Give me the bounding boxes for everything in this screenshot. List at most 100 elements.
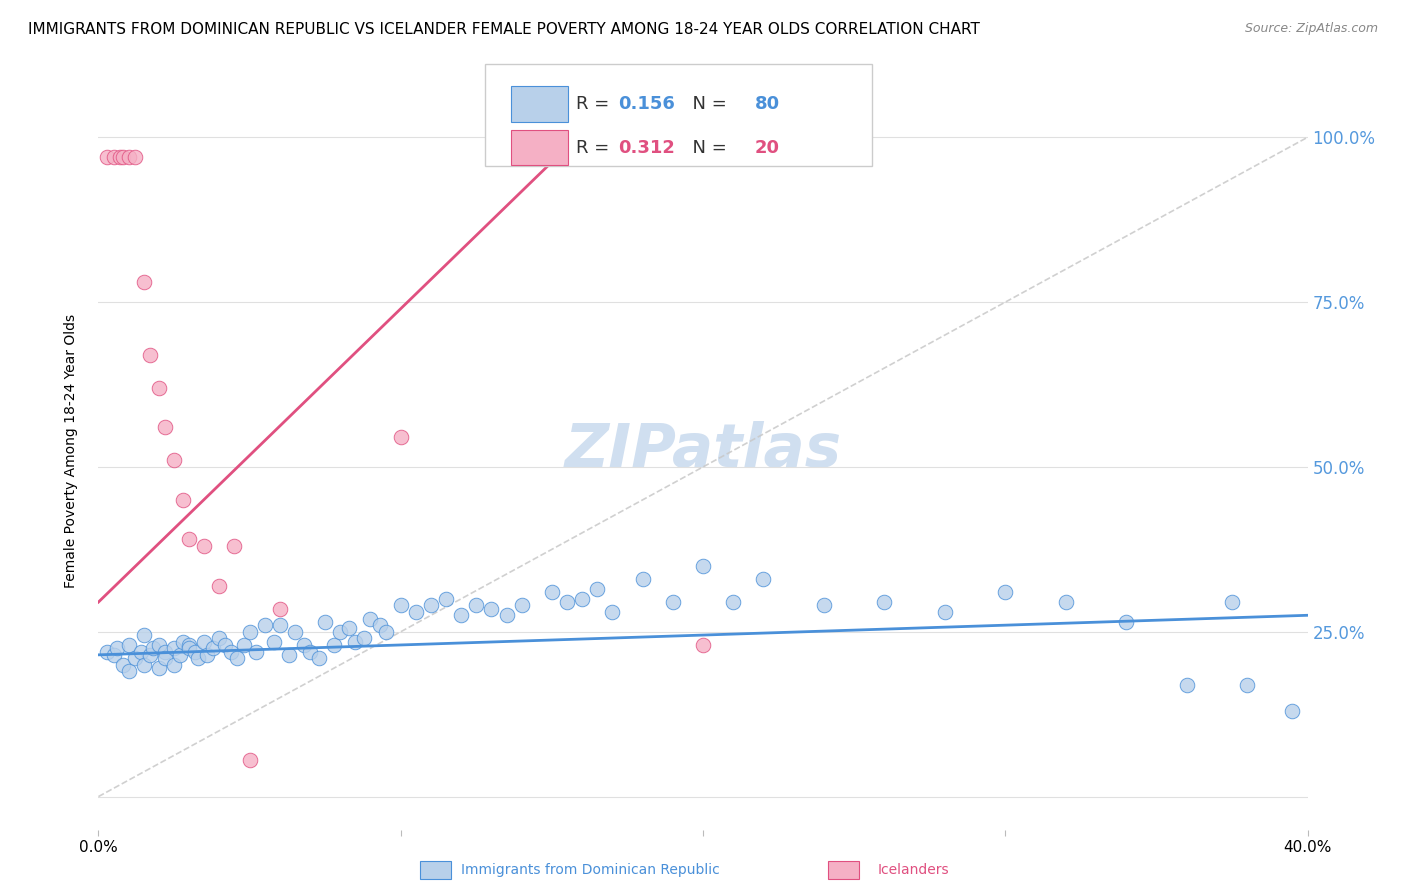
Point <box>873 595 896 609</box>
Point <box>571 591 593 606</box>
Point <box>1115 615 1137 629</box>
Point <box>269 618 291 632</box>
Point <box>353 632 375 646</box>
Point <box>96 150 118 164</box>
Point <box>179 638 201 652</box>
Text: Source: ZipAtlas.com: Source: ZipAtlas.com <box>1244 22 1378 36</box>
Point <box>132 628 155 642</box>
Point <box>374 624 396 639</box>
Point <box>1220 595 1243 609</box>
Point <box>108 150 131 164</box>
Point <box>148 661 170 675</box>
Point <box>105 641 128 656</box>
Point <box>284 624 307 639</box>
Point <box>752 572 775 586</box>
Y-axis label: Female Poverty Among 18-24 Year Olds: Female Poverty Among 18-24 Year Olds <box>63 313 77 588</box>
Point <box>934 605 956 619</box>
Text: Immigrants from Dominican Republic: Immigrants from Dominican Republic <box>461 863 720 877</box>
Point <box>103 150 125 164</box>
Text: R =: R = <box>576 95 614 113</box>
Text: Icelanders: Icelanders <box>879 863 949 877</box>
Point <box>193 539 215 553</box>
Point <box>269 601 291 615</box>
Point <box>179 641 201 656</box>
Point <box>142 641 165 656</box>
Point <box>148 381 170 395</box>
Point <box>1054 595 1077 609</box>
Point <box>111 657 134 672</box>
Point <box>224 539 246 553</box>
Point <box>277 648 299 662</box>
Point <box>132 657 155 672</box>
Point <box>314 615 336 629</box>
Point <box>368 618 391 632</box>
Point <box>405 605 427 619</box>
Point <box>118 150 141 164</box>
Point <box>299 644 322 658</box>
Text: 0.156: 0.156 <box>619 95 675 113</box>
Text: ZIPatlas: ZIPatlas <box>564 421 842 480</box>
Point <box>96 644 118 658</box>
Point <box>153 644 176 658</box>
Point <box>1236 677 1258 691</box>
Point <box>540 585 562 599</box>
Text: 0.312: 0.312 <box>619 138 675 157</box>
Text: N =: N = <box>682 138 733 157</box>
Text: R =: R = <box>576 138 614 157</box>
Point <box>245 644 267 658</box>
Point <box>555 595 578 609</box>
Point <box>187 651 209 665</box>
Point <box>179 533 201 547</box>
Point <box>263 634 285 648</box>
Point <box>232 638 254 652</box>
Point <box>813 599 835 613</box>
Point <box>239 624 262 639</box>
Point <box>132 276 155 290</box>
Point <box>389 599 412 613</box>
Point <box>118 665 141 679</box>
Point <box>163 453 186 467</box>
Point <box>308 651 330 665</box>
Point <box>586 582 609 596</box>
Point <box>337 622 360 636</box>
Point <box>602 605 624 619</box>
Point <box>450 608 472 623</box>
Point <box>163 641 186 656</box>
FancyBboxPatch shape <box>485 64 872 166</box>
Point <box>169 648 191 662</box>
Point <box>692 638 714 652</box>
Point <box>465 599 488 613</box>
Point <box>226 651 249 665</box>
Point <box>1175 677 1198 691</box>
Point <box>994 585 1017 599</box>
Point <box>292 638 315 652</box>
Point <box>193 634 215 648</box>
Point <box>129 644 152 658</box>
Point <box>118 638 141 652</box>
Point <box>495 608 517 623</box>
Text: 20: 20 <box>755 138 780 157</box>
Point <box>111 150 134 164</box>
Point <box>163 657 186 672</box>
Point <box>153 651 176 665</box>
FancyBboxPatch shape <box>510 87 568 122</box>
Point <box>389 430 412 444</box>
Point <box>239 753 262 767</box>
Text: N =: N = <box>682 95 733 113</box>
Point <box>195 648 218 662</box>
Point <box>253 618 276 632</box>
Point <box>184 644 207 658</box>
Point <box>360 611 382 625</box>
Text: IMMIGRANTS FROM DOMINICAN REPUBLIC VS ICELANDER FEMALE POVERTY AMONG 18-24 YEAR : IMMIGRANTS FROM DOMINICAN REPUBLIC VS IC… <box>28 22 980 37</box>
Text: 80: 80 <box>755 95 780 113</box>
FancyBboxPatch shape <box>510 130 568 166</box>
Point <box>208 632 231 646</box>
Point <box>434 591 457 606</box>
Point <box>172 634 194 648</box>
Point <box>723 595 745 609</box>
Point <box>202 641 225 656</box>
Point <box>661 595 683 609</box>
Point <box>139 348 162 362</box>
Point <box>510 599 533 613</box>
Point <box>692 558 714 573</box>
